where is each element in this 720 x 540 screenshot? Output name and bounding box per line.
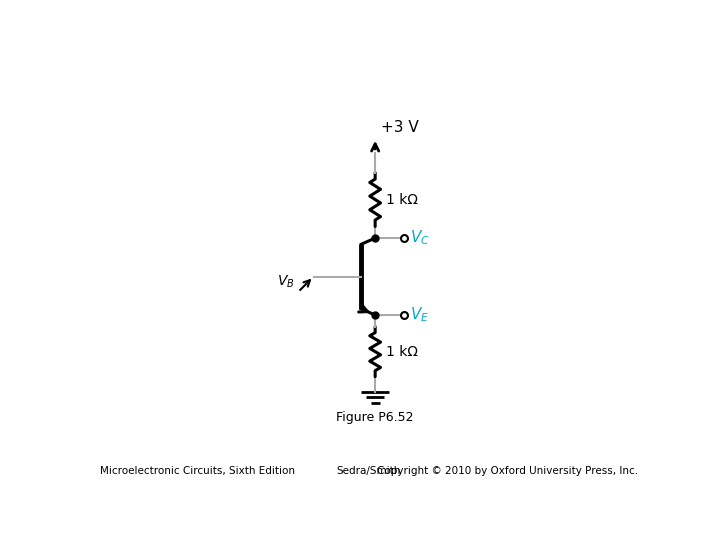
Text: $V_C$: $V_C$ xyxy=(410,228,430,247)
Text: $V_B$: $V_B$ xyxy=(276,274,294,291)
Text: Microelectronic Circuits, Sixth Edition: Microelectronic Circuits, Sixth Edition xyxy=(99,467,294,476)
Text: Figure P6.52: Figure P6.52 xyxy=(336,411,414,424)
Text: +3 V: +3 V xyxy=(381,120,418,135)
Text: 1 kΩ: 1 kΩ xyxy=(386,345,418,359)
Text: Sedra/Smith: Sedra/Smith xyxy=(337,467,401,476)
Text: 1 kΩ: 1 kΩ xyxy=(386,193,418,206)
Text: $V_E$: $V_E$ xyxy=(410,305,429,323)
Text: Copyright © 2010 by Oxford University Press, Inc.: Copyright © 2010 by Oxford University Pr… xyxy=(377,467,639,476)
